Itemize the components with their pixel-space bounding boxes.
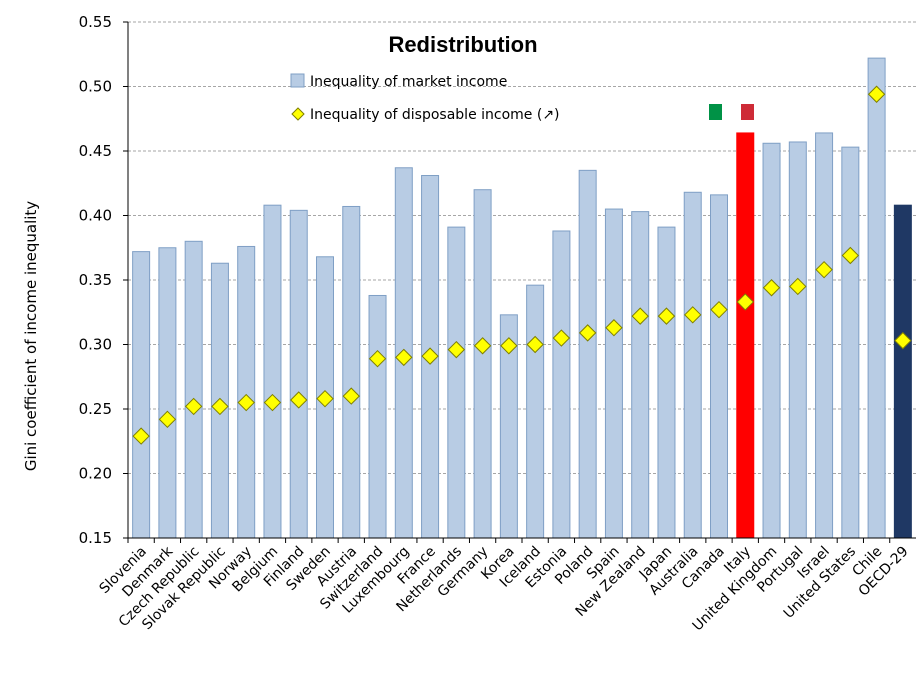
- bar-estonia: [552, 230, 571, 539]
- bar-germany: [473, 189, 492, 539]
- y-tick-label: 0.35: [79, 271, 112, 289]
- marker-australia: [684, 306, 702, 324]
- legend-marker-swatch: [291, 107, 305, 121]
- marker-poland: [578, 324, 597, 342]
- flag-green-square: [709, 104, 722, 120]
- marker-israel: [815, 260, 833, 279]
- marker-new-zealand: [631, 307, 649, 325]
- bar-japan: [657, 226, 676, 539]
- bar-poland: [578, 169, 597, 539]
- marker-slovak-republic: [211, 397, 229, 416]
- market-income-bars: [132, 57, 912, 539]
- bar-spain: [604, 208, 623, 539]
- bar-netherlands: [447, 226, 466, 539]
- marker-united-kingdom: [762, 279, 781, 297]
- marker-france: [421, 347, 439, 365]
- bar-norway: [237, 245, 256, 539]
- marker-sweden: [316, 389, 334, 408]
- chart-title: Redistribution: [388, 32, 537, 57]
- bar-austria: [342, 205, 361, 539]
- bar-oecd-29: [893, 204, 912, 539]
- y-tick-label: 0.50: [79, 78, 112, 96]
- legend-label-market: Inequality of market income: [310, 74, 507, 90]
- marker-italy: [736, 293, 754, 311]
- bar-chile: [867, 57, 886, 539]
- marker-estonia: [552, 329, 571, 347]
- bar-italy: [736, 132, 755, 539]
- bar-united-states: [841, 146, 860, 539]
- bar-canada: [710, 194, 728, 539]
- legend-bar-swatch: [290, 73, 305, 88]
- bar-australia: [683, 191, 702, 539]
- bar-czech-republic: [184, 240, 203, 539]
- legend-label-disposable: Inequality of disposable income (↗): [310, 107, 560, 123]
- marker-japan: [657, 307, 676, 325]
- bar-slovenia: [132, 251, 151, 539]
- bar-israel: [815, 132, 834, 539]
- marker-chile: [867, 85, 886, 103]
- marker-spain: [605, 319, 623, 337]
- marker-norway: [237, 393, 255, 412]
- marker-portugal: [789, 277, 807, 296]
- marker-switzerland: [368, 349, 387, 368]
- marker-denmark: [158, 410, 177, 429]
- y-tick-label: 0.45: [79, 142, 112, 160]
- y-tick-label: 0.55: [79, 13, 112, 31]
- bar-finland: [289, 209, 308, 539]
- bar-belgium: [263, 204, 282, 539]
- bar-united-kingdom: [762, 142, 781, 539]
- bar-denmark: [158, 247, 177, 539]
- marker-iceland: [526, 335, 544, 354]
- y-tick-label: 0.20: [79, 465, 112, 483]
- marker-netherlands: [447, 340, 466, 359]
- y-tick-label: 0.15: [79, 529, 112, 547]
- bar-new-zealand: [631, 211, 650, 539]
- y-tick-label: 0.40: [79, 207, 112, 225]
- y-tick-label: 0.25: [79, 400, 112, 418]
- disposable-income-markers: [132, 85, 912, 445]
- legend: Inequality of market income Inequality o…: [290, 73, 560, 123]
- marker-canada: [710, 300, 728, 319]
- flag-red-square: [741, 104, 754, 120]
- marker-united-states: [841, 246, 860, 265]
- marker-austria: [342, 387, 360, 405]
- marker-belgium: [263, 393, 282, 412]
- marker-finland: [290, 391, 308, 409]
- marker-korea: [500, 337, 518, 355]
- marker-oecd-29: [894, 331, 912, 350]
- marker-germany: [473, 337, 492, 355]
- marker-slovenia: [132, 427, 150, 445]
- marker-czech-republic: [184, 397, 203, 416]
- bar-iceland: [526, 284, 545, 539]
- bar-portugal: [788, 141, 807, 539]
- y-tick-label: 0.30: [79, 336, 112, 354]
- bar-switzerland: [368, 294, 387, 539]
- gridlines: [128, 21, 916, 474]
- y-tick-labels: 0.15 0.20 0.25 0.30 0.35 0.40 0.45 0.50 0.55: [79, 13, 112, 547]
- italy-flag-marker: [709, 104, 754, 120]
- y-axis-label: Gini coefficient of income inequality: [22, 201, 40, 471]
- axes: [123, 21, 916, 543]
- marker-luxembourg: [395, 348, 413, 367]
